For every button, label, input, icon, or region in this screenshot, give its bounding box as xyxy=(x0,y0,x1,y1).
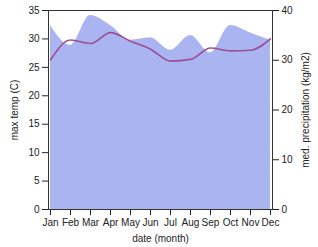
svg-text:date (month): date (month) xyxy=(132,233,189,244)
svg-text:35: 35 xyxy=(28,5,40,16)
svg-text:10: 10 xyxy=(28,147,40,158)
svg-text:Jun: Jun xyxy=(142,217,158,228)
svg-text:Apr: Apr xyxy=(103,217,119,228)
svg-text:30: 30 xyxy=(282,54,294,65)
svg-text:May: May xyxy=(121,217,140,228)
svg-text:Nov: Nov xyxy=(242,217,260,228)
svg-text:Jan: Jan xyxy=(42,217,58,228)
svg-text:20: 20 xyxy=(282,104,294,115)
svg-text:25: 25 xyxy=(28,62,40,73)
svg-text:Feb: Feb xyxy=(62,217,80,228)
svg-text:max temp (C): max temp (C) xyxy=(9,80,20,141)
svg-text:30: 30 xyxy=(28,33,40,44)
svg-text:Mar: Mar xyxy=(82,217,100,228)
svg-text:Oct: Oct xyxy=(223,217,239,228)
svg-text:40: 40 xyxy=(282,5,294,16)
svg-text:Aug: Aug xyxy=(182,217,200,228)
svg-text:10: 10 xyxy=(282,154,294,165)
svg-text:Jul: Jul xyxy=(164,217,177,228)
svg-text:Dec: Dec xyxy=(262,217,280,228)
svg-text:0: 0 xyxy=(34,204,40,215)
svg-text:5: 5 xyxy=(34,175,40,186)
svg-text:20: 20 xyxy=(28,90,40,101)
svg-text:0: 0 xyxy=(282,204,288,215)
svg-text:15: 15 xyxy=(28,118,40,129)
svg-text:med. precipitation (kg/m2): med. precipitation (kg/m2) xyxy=(300,52,311,168)
svg-text:Sep: Sep xyxy=(202,217,220,228)
